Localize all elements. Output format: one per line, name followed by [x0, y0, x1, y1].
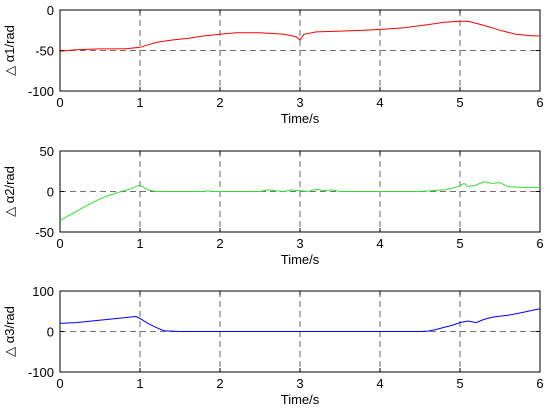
y-tick-label: -50 — [35, 44, 54, 59]
y-tick-label: -50 — [35, 225, 54, 240]
x-tick-label: 2 — [216, 236, 223, 251]
x-tick-label: 3 — [296, 236, 303, 251]
x-tick-label: 4 — [376, 376, 383, 391]
x-tick-label: 5 — [456, 376, 463, 391]
x-axis-title: Time/s — [281, 111, 320, 126]
x-tick-label: 1 — [136, 376, 143, 391]
y-tick-label: 0 — [47, 325, 54, 340]
y-tick-label: 0 — [47, 185, 54, 200]
y-axis-title: △ α1/rad — [2, 25, 17, 76]
y-tick-label: 50 — [40, 144, 54, 159]
x-tick-label: 3 — [296, 95, 303, 110]
x-axis-title: Time/s — [281, 392, 320, 407]
x-tick-label: 2 — [216, 376, 223, 391]
x-tick-label: 0 — [56, 95, 63, 110]
x-tick-label: 0 — [56, 236, 63, 251]
x-tick-label: 2 — [216, 95, 223, 110]
series-line-1 — [59, 181, 540, 222]
x-tick-label: 6 — [536, 236, 543, 251]
series-line-1 — [59, 20, 540, 52]
y-tick-label: 0 — [47, 3, 54, 18]
x-tick-label: 6 — [536, 95, 543, 110]
x-axis-title: Time/s — [281, 252, 320, 267]
y-tick-label: -100 — [28, 365, 54, 380]
x-tick-label: 1 — [136, 95, 143, 110]
x-tick-label: 4 — [376, 95, 383, 110]
subplot-1: 0 1 2 3 4 5 6 -100 -50 0 Time/s △ α1/rad — [2, 3, 544, 126]
x-tick-label: 1 — [136, 236, 143, 251]
y-tick-label: 100 — [32, 284, 54, 299]
x-tick-label: 0 — [56, 376, 63, 391]
x-tick-label: 6 — [536, 376, 543, 391]
series-line-1 — [59, 308, 541, 332]
x-tick-label: 4 — [376, 236, 383, 251]
y-axis-title: △ α3/rad — [2, 306, 17, 357]
x-tick-label: 5 — [456, 95, 463, 110]
y-axis-title: △ α2/rad — [2, 166, 17, 217]
y-tick-label: -100 — [28, 84, 54, 99]
x-tick-label: 5 — [456, 236, 463, 251]
x-tick-label: 3 — [296, 376, 303, 391]
